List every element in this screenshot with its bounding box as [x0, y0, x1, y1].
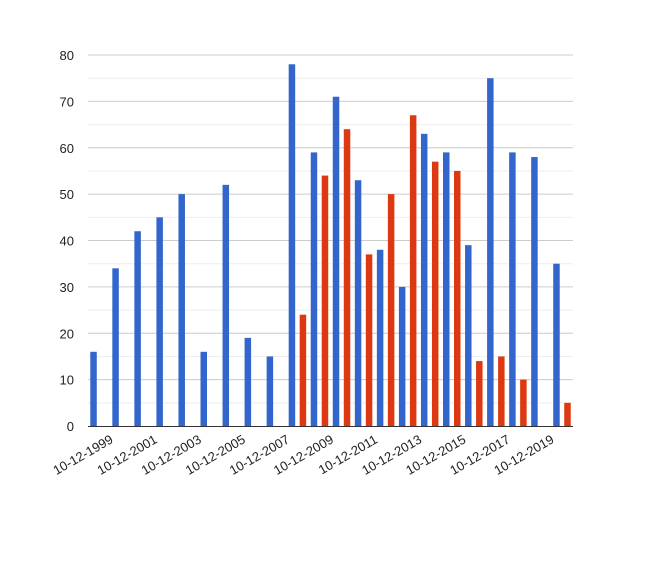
bar-series-2-10-12-2017 — [498, 356, 505, 426]
bar-series-1-10-12-1999 — [90, 351, 97, 426]
y-tick-label: 40 — [60, 234, 74, 249]
bar-series-1-10-12-2008 — [288, 64, 296, 427]
bar-series-1-10-12-2002 — [156, 217, 163, 426]
y-tick-label: 80 — [60, 48, 74, 63]
y-tick-label: 50 — [60, 187, 74, 202]
bar-series-1-10-12-2011 — [354, 180, 362, 426]
bar-series-1-10-12-2018 — [509, 152, 516, 426]
bar-series-1-10-12-2010 — [332, 96, 340, 427]
bar-series-1-10-12-2017 — [487, 78, 494, 426]
bar-series-1-10-12-2007 — [266, 356, 274, 426]
y-tick-label: 30 — [60, 280, 74, 295]
bar-series-2-10-12-2011 — [365, 254, 373, 426]
bar-series-1-10-12-2009 — [310, 152, 318, 426]
bar-series-1-10-12-2014 — [420, 133, 428, 426]
bar-series-2-10-12-2018 — [520, 379, 527, 426]
bar-series-1-10-12-2003 — [178, 194, 185, 426]
y-tick-label: 0 — [67, 419, 74, 434]
y-tick-label: 20 — [60, 326, 74, 341]
bar-series-2-10-12-2009 — [321, 175, 329, 426]
bar-series-2-10-12-2012 — [387, 194, 395, 426]
x-axis-ticks: 10-12-199910-12-200110-12-200310-12-2005… — [50, 432, 556, 478]
bar-series-1-10-12-2016 — [465, 245, 472, 426]
bar-series-2-10-12-2014 — [431, 161, 439, 426]
bar-series-1-10-12-2019 — [531, 157, 538, 426]
bar-series-2-10-12-2020 — [564, 402, 571, 426]
bar-series-2-10-12-2010 — [343, 129, 351, 426]
bar-series-2-10-12-2008 — [299, 314, 307, 426]
y-tick-label: 70 — [60, 94, 74, 109]
bar-series-1-10-12-2005 — [222, 184, 230, 426]
y-tick-label: 10 — [60, 373, 74, 388]
bar-series-1-10-12-2001 — [134, 231, 141, 426]
y-tick-label: 60 — [60, 141, 74, 156]
y-axis-ticks: 0 10 20 30 40 50 60 70 80 — [60, 48, 74, 434]
bar-series-2-10-12-2015 — [454, 170, 461, 426]
bar-series-2-10-12-2016 — [476, 361, 483, 426]
bar-series-1-10-12-2004 — [200, 351, 207, 426]
bar-series-1-10-12-2015 — [443, 152, 450, 426]
bar-series-1-10-12-2013 — [398, 286, 406, 426]
bar-series-1-10-12-2006 — [244, 337, 252, 426]
bar-series-2-10-12-2013 — [409, 115, 417, 426]
bars — [90, 64, 571, 427]
bar-series-1-10-12-2020 — [553, 263, 560, 426]
bar-series-1-10-12-2000 — [112, 268, 119, 426]
bar-series-1-10-12-2012 — [376, 249, 384, 426]
